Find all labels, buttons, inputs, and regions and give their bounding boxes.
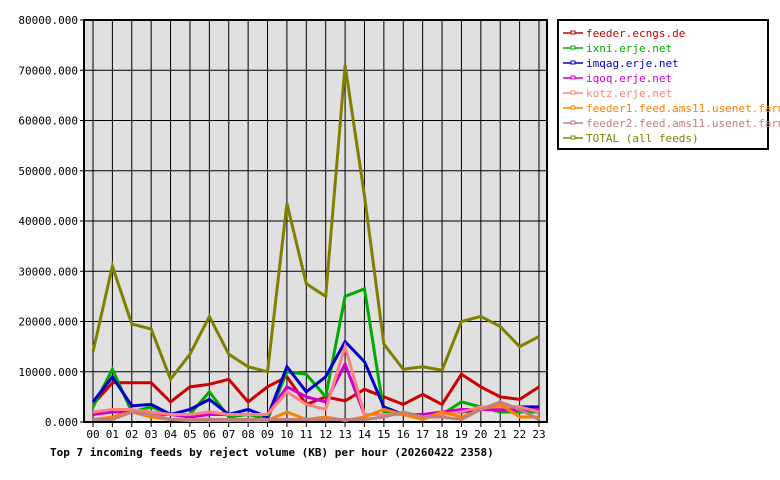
y-tick-label: 30000.000 (18, 265, 78, 278)
legend-label: feeder1.feed.ams11.usenet.farm (586, 102, 780, 115)
x-tick-label: 05 (183, 428, 196, 441)
series-line-6 (93, 400, 540, 422)
series-lines (91, 65, 540, 423)
legend-label: kotz.erje.net (586, 87, 672, 100)
x-tick-label: 09 (261, 428, 274, 441)
y-tick-label: 60000.000 (18, 115, 78, 128)
legend-marker (570, 60, 576, 65)
legend-label: TOTAL (all feeds) (586, 132, 699, 145)
y-axis: 0.000 10000.000 20000.000 30000.000 40000.00… (18, 14, 78, 429)
x-tick-label: 12 (319, 428, 332, 441)
x-tick-label: 04 (164, 428, 178, 441)
legend-label: feeder2.feed.ams11.usenet.farm (586, 117, 780, 130)
series-line-7 (91, 65, 540, 383)
x-tick-label: 18 (435, 428, 448, 441)
x-tick-label: 19 (455, 428, 468, 441)
x-tick-label: 20 (474, 428, 487, 441)
x-tick-label: 17 (416, 428, 429, 441)
legend-marker (570, 30, 576, 35)
x-tick-label: 15 (377, 428, 390, 441)
x-axis: 00 01 02 03 04 05 06 07 08 09 10 11 12 13 14 15 16 17 18 19… (86, 428, 545, 441)
legend-marker (570, 45, 576, 50)
chart-title: Top 7 incoming feeds by reject volume (K… (50, 446, 494, 459)
legend-box (557, 19, 769, 150)
x-tick-label: 07 (222, 428, 235, 441)
legend-marker (570, 75, 576, 80)
legend-label: imqag.erje.net (586, 57, 679, 70)
y-tick-label: 80000.000 (18, 14, 78, 27)
x-tick-label: 08 (242, 428, 255, 441)
x-tick-label: 14 (358, 428, 372, 441)
x-tick-label: 01 (106, 428, 119, 441)
legend-marker (570, 90, 576, 95)
legend-marker (570, 120, 576, 125)
x-tick-label: 00 (86, 428, 99, 441)
grid (80, 19, 547, 427)
y-tick-label: 10000.000 (18, 366, 78, 379)
y-tick-label: 70000.000 (18, 64, 78, 77)
y-tick-label: 40000.000 (18, 215, 78, 228)
x-tick-label: 13 (338, 428, 351, 441)
x-tick-label: 11 (300, 428, 313, 441)
legend: feeder.ecngs.de ixni.erje.net imqag.erje.n… (563, 27, 780, 145)
y-tick-label: 20000.000 (18, 316, 78, 329)
legend-marker (570, 105, 576, 110)
legend-label: feeder.ecngs.de (586, 27, 685, 40)
x-tick-label: 03 (145, 428, 158, 441)
y-tick-label: 0.000 (45, 416, 78, 429)
x-tick-label: 16 (397, 428, 410, 441)
x-tick-label: 06 (203, 428, 216, 441)
series-line-4 (92, 341, 540, 419)
legend-marker (570, 135, 576, 140)
x-tick-label: 02 (125, 428, 138, 441)
y-tick-label: 50000.000 (18, 165, 78, 178)
x-tick-label: 22 (513, 428, 526, 441)
x-tick-label: 10 (280, 428, 293, 441)
legend-label: iqoq.erje.net (586, 72, 672, 85)
x-tick-label: 21 (494, 428, 507, 441)
x-tick-label: 23 (532, 428, 545, 441)
legend-label: ixni.erje.net (586, 42, 672, 55)
